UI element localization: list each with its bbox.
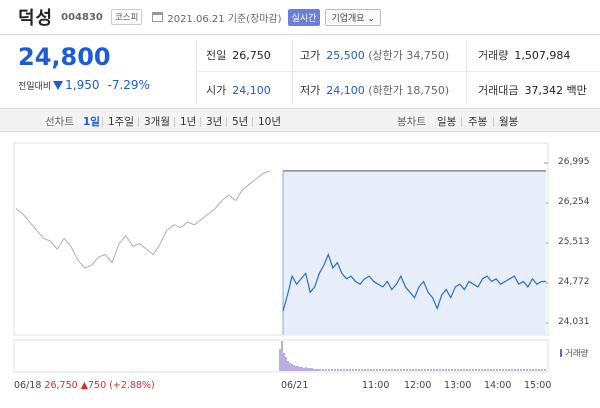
y-tick-label: 24,031	[558, 317, 590, 327]
x-tick-label: 12:00	[404, 380, 432, 391]
tab-daily-candle[interactable]: 일봉	[437, 116, 457, 128]
stock-code: 004830	[61, 11, 103, 23]
tab-separator	[493, 117, 494, 127]
high-label: 고가	[300, 49, 321, 62]
tab-separator	[461, 117, 462, 127]
prev-close-value: 26,750	[232, 49, 271, 62]
tab-separator	[200, 117, 201, 127]
trade-value-cell: 거래대금 37,342 백만	[478, 82, 587, 98]
chart-tab-bar: 선차트 1일 1주일 3개월 1년 3년 5년 10년 봉차트 일봉 주봉 월봉	[0, 108, 600, 132]
today-shaded-area	[283, 170, 546, 335]
prev-day-change: ▲750	[80, 380, 107, 391]
calendar-icon	[152, 12, 164, 22]
prev-close-label: 전일	[206, 49, 227, 62]
tab-weekly-candle[interactable]: 주봉	[468, 116, 488, 128]
y-tick-label: 26,995	[558, 157, 590, 167]
market-badge: 코스피	[110, 9, 143, 25]
low-value: 24,100	[326, 84, 365, 97]
tab-5year[interactable]: 5년	[232, 116, 249, 128]
volume-value: 1,507,984	[514, 49, 571, 62]
x-tick-label: 11:00	[362, 380, 390, 391]
prev-day-close: 26,750	[44, 380, 78, 391]
high-cell: 고가 25,500 (상한가 34,750)	[300, 47, 449, 63]
down-arrow-icon	[53, 80, 64, 90]
divider	[196, 71, 600, 72]
realtime-button[interactable]: 실시간	[287, 8, 321, 26]
x-tick-label: 13:00	[444, 380, 472, 391]
tab-monthly-candle[interactable]: 월봉	[499, 116, 519, 128]
x-tick-label: 06/21	[281, 380, 309, 391]
tab-separator	[138, 117, 139, 127]
tab-separator	[252, 117, 253, 127]
tab-1year[interactable]: 1년	[180, 116, 197, 128]
volume-legend: 거래량	[560, 347, 588, 359]
stock-header: 덕성 004830 코스피 2021.06.21 기준(장마감) 실시간 기업개…	[0, 0, 600, 34]
trade-value-value: 37,342 백만	[524, 84, 587, 97]
upper-limit: (상한가 34,750)	[368, 49, 450, 62]
trade-value-label: 거래대금	[478, 84, 519, 97]
tab-3year[interactable]: 3년	[206, 116, 223, 128]
price-chart-svg	[13, 142, 549, 373]
change-label: 전일대비	[18, 81, 52, 92]
candle-chart-label: 봉차트	[397, 116, 426, 128]
x-tick-label: 15:00	[524, 380, 552, 391]
prev-day-change-pct: (+2.88%)	[109, 380, 155, 391]
lower-limit: (하한가 18,750)	[368, 84, 450, 97]
today-series-line	[282, 252, 546, 312]
price-change: 전일대비 1,950 -7.29%	[18, 78, 150, 92]
prev-day-summary: 06/18 26,750 ▲750 (+2.88%)	[14, 380, 155, 391]
line-chart-label: 선차트	[45, 116, 74, 128]
volume-frame	[13, 339, 549, 373]
low-label: 저가	[300, 84, 321, 97]
open-cell: 시가 24,100	[206, 82, 271, 98]
change-percent: -7.29%	[107, 78, 150, 92]
volume-legend-swatch	[560, 349, 562, 357]
volume-label: 거래량	[478, 49, 509, 62]
tab-3month[interactable]: 3개월	[144, 116, 171, 128]
y-tick-label: 24,772	[558, 277, 590, 287]
tab-separator	[226, 117, 227, 127]
open-label: 시가	[206, 84, 227, 97]
x-tick-label: 14:00	[484, 380, 512, 391]
low-cell: 저가 24,100 (하한가 18,750)	[300, 82, 449, 98]
prev-close-cell: 전일 26,750	[206, 47, 271, 63]
prev-day-series-line	[15, 170, 271, 269]
volume-legend-label: 거래량	[565, 349, 589, 359]
base-date: 2021.06.21 기준(장마감)	[167, 13, 282, 25]
tab-separator	[102, 117, 103, 127]
tab-10year[interactable]: 10년	[258, 116, 282, 128]
high-value: 25,500	[326, 49, 365, 62]
divider	[292, 40, 293, 104]
tab-separator	[174, 117, 175, 127]
current-price: 24,800	[18, 43, 111, 71]
y-tick-label: 26,254	[558, 197, 590, 207]
company-overview-dropdown[interactable]: 기업개요 ⌄	[325, 8, 381, 26]
change-value: 1,950	[65, 78, 100, 92]
prev-day-date: 06/18	[14, 380, 42, 391]
plot-frame	[13, 142, 549, 336]
divider	[0, 34, 600, 35]
tab-1week[interactable]: 1주일	[108, 116, 135, 128]
price-chart: 26,995 26,254 25,513 24,772 24,031 거래량 0…	[0, 135, 600, 408]
stock-name: 덕성	[18, 8, 54, 29]
y-tick-label: 25,513	[558, 237, 590, 247]
open-value: 24,100	[232, 84, 271, 97]
divider	[466, 40, 467, 104]
tab-1day[interactable]: 1일	[83, 116, 100, 128]
divider	[196, 40, 197, 104]
volume-cell: 거래량 1,507,984	[478, 47, 570, 63]
